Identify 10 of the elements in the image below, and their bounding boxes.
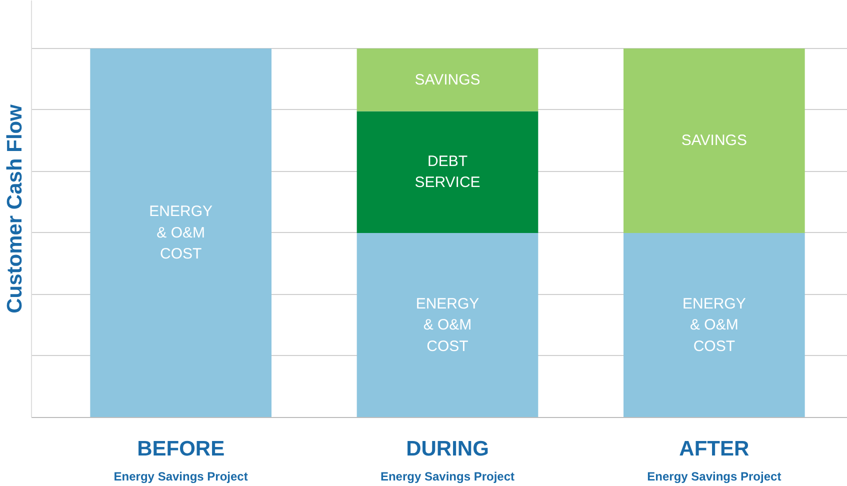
series-label: ENERGY & O&M COST bbox=[416, 295, 480, 355]
series-label: SAVINGS bbox=[414, 71, 480, 88]
category-label: AFTER Energy Savings Project bbox=[647, 438, 782, 484]
text: SAVINGS bbox=[681, 132, 747, 150]
category-label: BEFORE Energy Savings Project bbox=[114, 438, 248, 484]
text: ENERGY & O&M COST bbox=[682, 295, 746, 355]
text: ENERGY & O&M COST bbox=[149, 203, 213, 263]
category-label: DURING Energy Savings Project bbox=[380, 438, 515, 484]
y-axis-title: Customer Cash Flow bbox=[4, 104, 26, 314]
series-label: DEBT SERVICE bbox=[414, 152, 480, 192]
